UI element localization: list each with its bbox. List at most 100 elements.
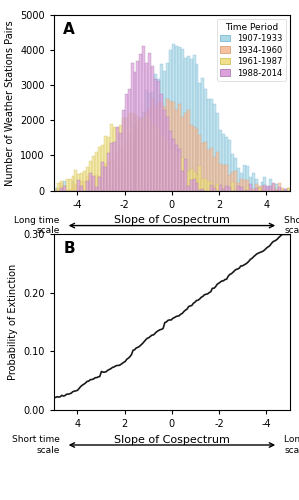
Bar (257, 188, 260, 190)
Bar (131, 124, 134, 190)
Bar (272, 188, 275, 190)
Bar (263, 177, 266, 190)
Bar (80, 181, 83, 190)
Bar (65, 179, 68, 190)
Bar (263, 184, 266, 190)
Bar (222, 166, 225, 190)
Bar (145, 112, 148, 190)
Bar (246, 180, 249, 190)
Bar (278, 188, 281, 190)
Bar (157, 78, 160, 190)
Bar (169, 131, 172, 190)
Bar (184, 159, 187, 190)
Bar (184, 168, 187, 190)
Bar (202, 189, 205, 190)
Bar (269, 188, 272, 190)
Text: B: B (63, 242, 75, 256)
Bar (216, 184, 219, 190)
Bar (116, 166, 119, 190)
Bar (98, 176, 101, 190)
Bar (125, 118, 128, 190)
Bar (136, 122, 139, 190)
Bar (272, 184, 275, 190)
Bar (172, 102, 175, 190)
Bar (98, 186, 101, 190)
Bar (207, 180, 210, 190)
Bar (278, 183, 281, 190)
Bar (128, 89, 131, 190)
Bar (57, 188, 60, 190)
Bar (278, 187, 281, 190)
Bar (142, 46, 145, 191)
Bar (187, 110, 190, 190)
Bar (113, 142, 116, 190)
Text: Long time
scale: Long time scale (284, 436, 299, 454)
Bar (128, 133, 131, 190)
Bar (98, 177, 101, 190)
Bar (260, 182, 263, 190)
Bar (187, 170, 190, 190)
Bar (71, 180, 74, 190)
Bar (139, 118, 142, 190)
Bar (110, 181, 113, 190)
Bar (113, 161, 116, 190)
Bar (225, 186, 228, 190)
Bar (122, 146, 125, 190)
Bar (60, 186, 63, 190)
Bar (184, 58, 187, 190)
Text: Short time
scale: Short time scale (284, 216, 299, 236)
Bar (63, 186, 65, 190)
Bar (199, 136, 202, 190)
Bar (151, 98, 154, 190)
Bar (202, 78, 205, 190)
X-axis label: Slope of Cospectrum: Slope of Cospectrum (114, 434, 230, 444)
Bar (134, 129, 136, 190)
Bar (86, 181, 89, 190)
Bar (60, 188, 63, 190)
Bar (193, 128, 196, 190)
Bar (74, 170, 77, 190)
Bar (166, 118, 169, 190)
Bar (107, 153, 110, 190)
Bar (63, 186, 65, 190)
Bar (89, 161, 92, 190)
Bar (287, 188, 290, 190)
Bar (237, 168, 240, 190)
Text: Long time
scale: Long time scale (14, 216, 60, 236)
Bar (178, 154, 181, 190)
Bar (107, 162, 110, 190)
Bar (281, 188, 284, 190)
Bar (160, 103, 163, 190)
Bar (231, 154, 234, 190)
Bar (249, 188, 252, 190)
Bar (284, 189, 287, 190)
Bar (213, 188, 216, 190)
Bar (240, 187, 243, 190)
Bar (231, 182, 234, 190)
Bar (169, 50, 172, 190)
Bar (269, 186, 272, 190)
Bar (172, 139, 175, 190)
Bar (80, 173, 83, 190)
Bar (142, 122, 145, 190)
Bar (128, 144, 131, 190)
Bar (199, 83, 202, 190)
Bar (205, 90, 207, 190)
Bar (142, 112, 145, 190)
Bar (122, 164, 125, 190)
Bar (257, 186, 260, 190)
Bar (151, 92, 154, 190)
Bar (163, 71, 166, 190)
Bar (249, 184, 252, 190)
Bar (160, 64, 163, 190)
Bar (98, 146, 101, 190)
Bar (181, 116, 184, 190)
Bar (228, 174, 231, 190)
Bar (57, 184, 60, 190)
Bar (193, 179, 196, 190)
Bar (275, 188, 278, 190)
Bar (210, 185, 213, 190)
Bar (172, 44, 175, 191)
Bar (119, 134, 122, 190)
Bar (116, 128, 119, 190)
